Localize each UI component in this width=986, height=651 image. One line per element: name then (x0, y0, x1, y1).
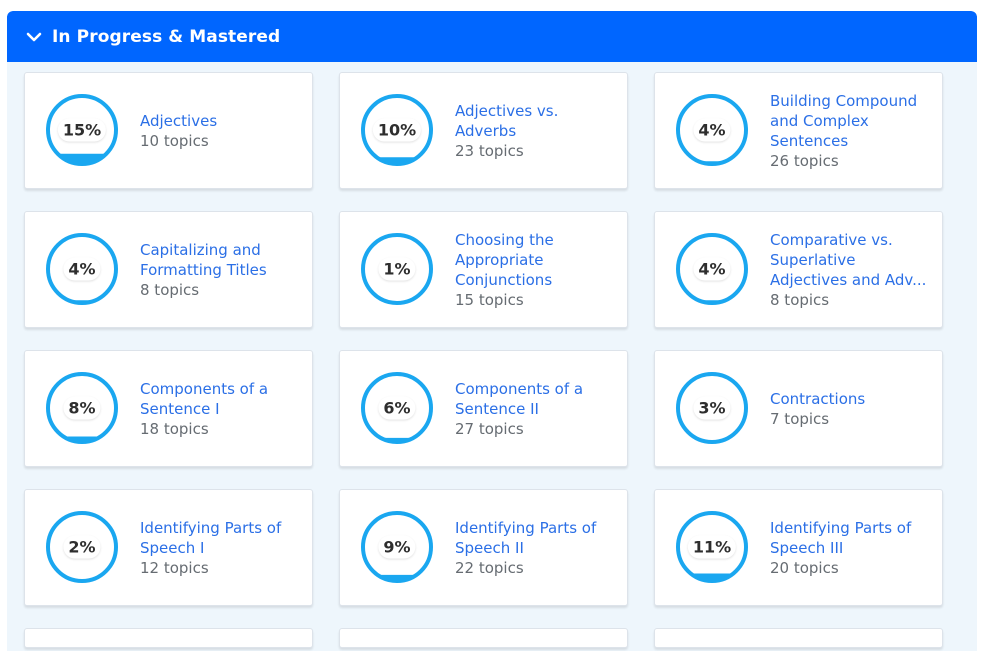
topic-count: 7 topics (770, 409, 830, 428)
skill-card[interactable]: 3% Contractions 7 topics (654, 350, 943, 467)
skill-name-link[interactable]: Capitalizing and Formatting Titles (140, 240, 267, 279)
topic-count: 23 topics (455, 141, 524, 160)
skill-name-link[interactable]: Building Compound and Complex Sentences (770, 91, 918, 150)
skill-card[interactable]: 4% Building Compound and Complex Sentence… (654, 72, 943, 189)
chevron-down-icon (26, 32, 42, 41)
progress-percent: 6% (378, 396, 416, 420)
skill-card[interactable]: 6% Components of a Sentence II 27 topics (339, 350, 628, 467)
progress-ring: 3% (675, 371, 749, 445)
topic-count: 27 topics (455, 419, 524, 438)
skill-info: Adjectives 10 topics (140, 73, 298, 188)
skill-card[interactable]: 4% Comparative vs. Superlative Adjectives… (654, 211, 943, 328)
progress-ring: 9% (360, 510, 434, 584)
skill-card[interactable]: 10% Adjectives vs. Adverbs 23 topics (339, 72, 628, 189)
progress-percent: 11% (687, 535, 737, 559)
topic-count: 22 topics (455, 558, 524, 577)
topic-count: 12 topics (140, 558, 209, 577)
skill-card[interactable]: 4% Capitalizing and Formatting Titles 8 to… (24, 211, 313, 328)
skill-info: Contractions 7 topics (770, 351, 928, 466)
skill-name-link[interactable]: Identifying Parts of Speech III (770, 518, 912, 557)
topic-count: 18 topics (140, 419, 209, 438)
progress-ring: 6% (360, 371, 434, 445)
progress-percent: 10% (372, 118, 422, 142)
progress-percent: 2% (63, 535, 101, 559)
topic-count: 26 topics (770, 151, 839, 170)
topic-count: 10 topics (140, 131, 209, 150)
topic-count: 20 topics (770, 558, 839, 577)
skill-card[interactable]: 1% Choosing the Appropriate Conjunctions 1… (339, 211, 628, 328)
section-header-toggle[interactable]: In Progress & Mastered (7, 11, 977, 62)
progress-percent: 15% (57, 118, 107, 142)
skill-name-link[interactable]: Identifying Parts of Speech II (455, 518, 597, 557)
progress-percent: 9% (378, 535, 416, 559)
skill-name-link[interactable]: Components of a Sentence I (140, 379, 269, 418)
progress-ring: 10% (360, 93, 434, 167)
skill-card[interactable]: 11% Identifying Parts of Speech III 20 top… (654, 489, 943, 606)
skill-card-partial[interactable] (339, 628, 628, 648)
progress-percent: 3% (693, 396, 731, 420)
skill-info: Identifying Parts of Speech II 22 topics (455, 490, 613, 605)
skill-info: Building Compound and Complex Sentences 2… (770, 73, 928, 188)
skill-card-partial[interactable] (654, 628, 943, 648)
skill-info: Capitalizing and Formatting Titles 8 topi… (140, 212, 298, 327)
skill-name-link[interactable]: Components of a Sentence II (455, 379, 584, 418)
progress-percent: 4% (693, 257, 731, 281)
progress-ring: 11% (675, 510, 749, 584)
progress-percent: 4% (693, 118, 731, 142)
progress-ring: 4% (45, 232, 119, 306)
progress-percent: 4% (63, 257, 101, 281)
skill-info: Adjectives vs. Adverbs 23 topics (455, 73, 613, 188)
section-title: In Progress & Mastered (52, 26, 281, 47)
topic-count: 8 topics (770, 290, 830, 309)
topic-count: 8 topics (140, 280, 200, 299)
skill-card[interactable]: 8% Components of a Sentence I 18 topics (24, 350, 313, 467)
skill-info: Comparative vs. Superlative Adjectives a… (770, 212, 928, 327)
progress-ring: 2% (45, 510, 119, 584)
skill-info: Components of a Sentence II 27 topics (455, 351, 613, 466)
progress-percent: 8% (63, 396, 101, 420)
skill-info: Identifying Parts of Speech III 20 topics (770, 490, 928, 605)
skill-info: Components of a Sentence I 18 topics (140, 351, 298, 466)
skill-name-link[interactable]: Adjectives (140, 111, 218, 130)
skill-name-link[interactable]: Choosing the Appropriate Conjunctions (455, 230, 554, 289)
progress-percent: 1% (378, 257, 416, 281)
skill-card[interactable]: 9% Identifying Parts of Speech II 22 topic… (339, 489, 628, 606)
topic-count: 15 topics (455, 290, 524, 309)
skill-card[interactable]: 2% Identifying Parts of Speech I 12 topics (24, 489, 313, 606)
skill-name-link[interactable]: Adjectives vs. Adverbs (455, 101, 559, 140)
skill-card-partial[interactable] (24, 628, 313, 648)
skill-name-link[interactable]: Identifying Parts of Speech I (140, 518, 282, 557)
skill-name-link[interactable]: Comparative vs. Superlative Adjectives a… (770, 230, 927, 289)
progress-ring: 15% (45, 93, 119, 167)
progress-ring: 4% (675, 232, 749, 306)
progress-ring: 4% (675, 93, 749, 167)
skill-info: Choosing the Appropriate Conjunctions 15 … (455, 212, 613, 327)
skill-info: Identifying Parts of Speech I 12 topics (140, 490, 298, 605)
skill-card[interactable]: 15% Adjectives 10 topics (24, 72, 313, 189)
skill-name-link[interactable]: Contractions (770, 389, 866, 408)
progress-ring: 8% (45, 371, 119, 445)
progress-ring: 1% (360, 232, 434, 306)
